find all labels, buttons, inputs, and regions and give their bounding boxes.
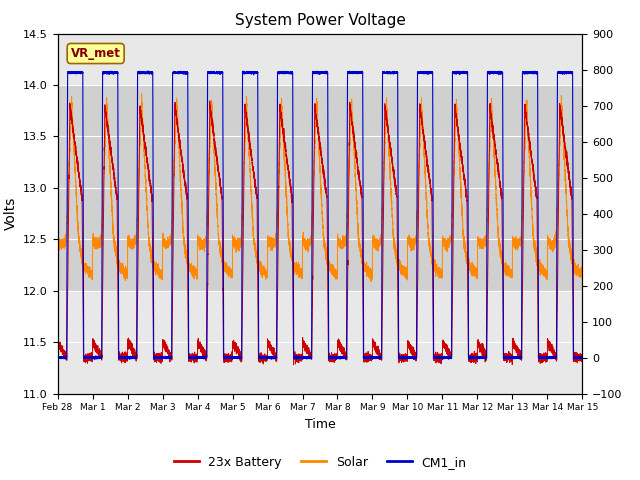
Text: VR_met: VR_met xyxy=(70,47,120,60)
X-axis label: Time: Time xyxy=(305,418,335,431)
Y-axis label: Volts: Volts xyxy=(4,197,17,230)
Legend: 23x Battery, Solar, CM1_in: 23x Battery, Solar, CM1_in xyxy=(168,451,472,474)
Bar xyxy=(58,85,582,291)
Title: System Power Voltage: System Power Voltage xyxy=(235,13,405,28)
